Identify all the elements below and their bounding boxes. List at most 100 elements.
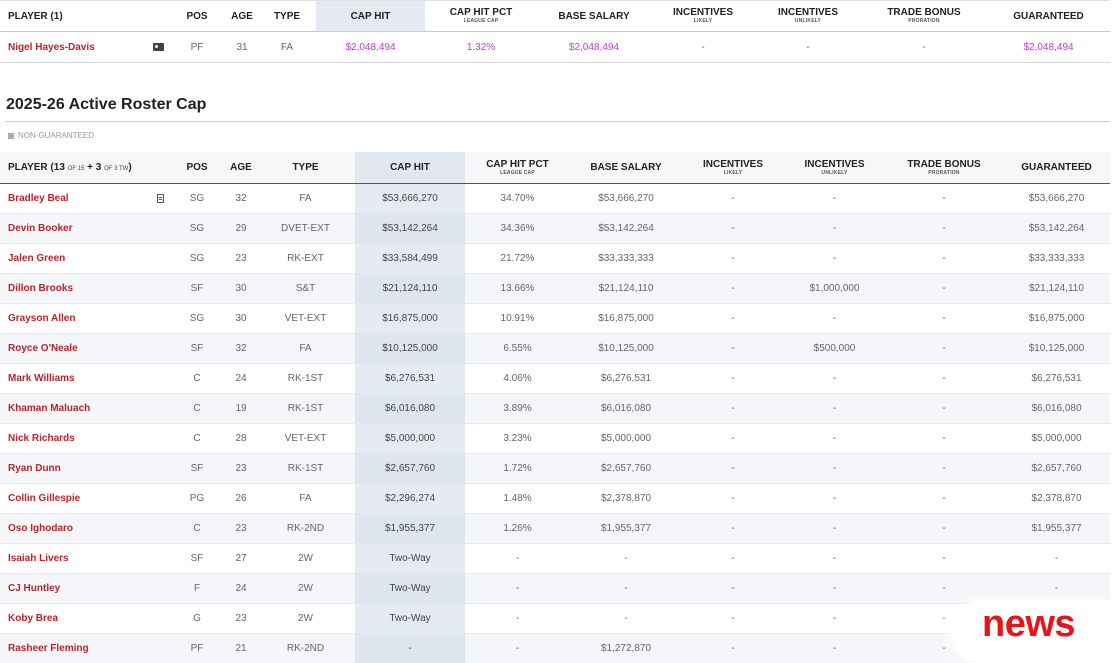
- trade-bonus-cell: -: [885, 393, 1003, 424]
- age-cell: 32: [226, 183, 256, 214]
- incentives-likely-cell: -: [682, 213, 784, 244]
- incentives-unlikely-cell: -: [784, 393, 885, 424]
- cap-hit-cell: -: [355, 633, 465, 663]
- guaranteed-cell: $5,000,000: [1003, 423, 1110, 454]
- header-trade-bonus[interactable]: TRADE BONUS PRORATION: [861, 0, 987, 32]
- player-link[interactable]: Ryan Dunn: [8, 462, 61, 474]
- player-link[interactable]: Koby Brea: [8, 612, 59, 624]
- cap-hit-pct-cell: 6.55%: [465, 333, 570, 364]
- cap-hit-cell: $5,000,000: [355, 423, 465, 454]
- header-base-salary[interactable]: BASE SALARY: [537, 0, 651, 32]
- table-row: Oso Ighodaro C 23 RK-2ND $1,955,377 1.26% $1,9…: [0, 513, 1110, 544]
- header-cap-hit-pct[interactable]: CAP HIT PCT LEAGUE CAP: [465, 152, 570, 184]
- pos-cell: PF: [168, 633, 226, 663]
- header-trade-bonus[interactable]: TRADE BONUS PRORATION: [885, 152, 1003, 184]
- header-type[interactable]: TYPE: [256, 152, 355, 184]
- player-link[interactable]: Oso Ighodaro: [8, 522, 73, 534]
- player-link[interactable]: Nick Richards: [8, 432, 75, 444]
- trade-bonus-cell: -: [885, 183, 1003, 214]
- news-watermark-text: news: [982, 603, 1076, 645]
- header-pos[interactable]: POS: [168, 152, 226, 184]
- header-age[interactable]: AGE: [226, 152, 256, 184]
- type-cell: RK-EXT: [256, 243, 355, 274]
- pos-cell: SF: [168, 453, 226, 484]
- cap-hit-pct-cell: 4.06%: [465, 363, 570, 394]
- age-cell: 30: [226, 303, 256, 334]
- free-agent-header-row: PLAYER (1) POS AGE TYPE CAP HIT CAP HIT …: [0, 0, 1110, 32]
- tag-icon[interactable]: [153, 43, 164, 51]
- type-cell: FA: [258, 31, 316, 63]
- player-link[interactable]: Rasheer Fleming: [8, 642, 89, 654]
- player-link[interactable]: Khaman Maluach: [8, 402, 91, 414]
- age-cell: 27: [226, 543, 256, 574]
- header-guaranteed[interactable]: GUARANTEED: [987, 0, 1110, 32]
- incentives-likely-cell: -: [682, 183, 784, 214]
- player-link[interactable]: Dillon Brooks: [8, 282, 74, 294]
- incentives-unlikely-cell: -: [784, 453, 885, 484]
- type-cell: 2W: [256, 603, 355, 634]
- header-cap-hit[interactable]: CAP HIT: [355, 152, 465, 184]
- base-salary-cell: $5,000,000: [570, 423, 682, 454]
- cap-hit-pct-cell: -: [465, 633, 570, 663]
- header-pos[interactable]: POS: [168, 0, 226, 32]
- age-cell: 23: [226, 453, 256, 484]
- incentives-likely-cell: -: [682, 513, 784, 544]
- player-cell: Jalen Green: [0, 243, 168, 274]
- pos-cell: PF: [168, 31, 226, 63]
- header-cap-hit[interactable]: CAP HIT: [316, 0, 425, 32]
- cap-hit-cell: $33,584,499: [355, 243, 465, 274]
- guaranteed-cell: $33,333,333: [1003, 243, 1110, 274]
- player-link[interactable]: Grayson Allen: [8, 312, 76, 324]
- cap-hit-pct-cell: 21.72%: [465, 243, 570, 274]
- incentives-unlikely-cell: -: [784, 513, 885, 544]
- base-salary-cell: -: [570, 573, 682, 604]
- guaranteed-cell: $6,016,080: [1003, 393, 1110, 424]
- player-link[interactable]: Isaiah Livers: [8, 552, 69, 564]
- player-link[interactable]: Royce O'Neale: [8, 342, 78, 354]
- header-player[interactable]: PLAYER (1): [0, 0, 168, 32]
- player-link[interactable]: Collin Gillespie: [8, 492, 81, 504]
- player-cell: Oso Ighodaro: [0, 513, 168, 544]
- player-link[interactable]: Nigel Hayes-Davis: [8, 41, 95, 53]
- age-cell: 23: [226, 603, 256, 634]
- base-salary-cell: -: [570, 603, 682, 634]
- header-guaranteed[interactable]: GUARANTEED: [1003, 152, 1110, 184]
- age-cell: 29: [226, 213, 256, 244]
- header-player[interactable]: PLAYER (13 OF 15 + 3 OF 3 TW): [0, 152, 168, 184]
- header-base-salary[interactable]: BASE SALARY: [570, 152, 682, 184]
- guaranteed-cell: $10,125,000: [1003, 333, 1110, 364]
- player-cell: Mark Williams: [0, 363, 168, 394]
- type-cell: RK-2ND: [256, 513, 355, 544]
- header-cap-hit-pct[interactable]: CAP HIT PCT LEAGUE CAP: [425, 0, 537, 32]
- player-link[interactable]: Mark Williams: [8, 372, 75, 384]
- cap-hit-pct-cell: 1.32%: [425, 31, 537, 63]
- guaranteed-cell: $2,378,870: [1003, 483, 1110, 514]
- cap-hit-cell: Two-Way: [355, 573, 465, 604]
- type-cell: FA: [256, 483, 355, 514]
- incentives-unlikely-cell: -: [784, 633, 885, 663]
- player-link[interactable]: Jalen Green: [8, 252, 66, 264]
- header-incentives-unlikely[interactable]: INCENTIVES UNLIKELY: [755, 0, 861, 32]
- player-link[interactable]: Bradley Beal: [8, 192, 69, 204]
- player-link[interactable]: Devin Booker: [8, 222, 73, 234]
- age-cell: 31: [226, 31, 258, 63]
- header-incentives-likely[interactable]: INCENTIVES LIKELY: [682, 152, 784, 184]
- document-icon[interactable]: [157, 193, 164, 203]
- type-cell: 2W: [256, 543, 355, 574]
- incentives-unlikely-cell: -: [784, 603, 885, 634]
- trade-bonus-cell: -: [861, 31, 987, 63]
- header-age[interactable]: AGE: [226, 0, 258, 32]
- table-row: Royce O'Neale SF 32 FA $10,125,000 6.55% $10,1…: [0, 333, 1110, 364]
- base-salary-cell: $2,378,870: [570, 483, 682, 514]
- type-cell: 2W: [256, 573, 355, 604]
- guaranteed-cell: $53,666,270: [1003, 183, 1110, 214]
- header-incentives-unlikely[interactable]: INCENTIVES UNLIKELY: [784, 152, 885, 184]
- incentives-likely-cell: -: [651, 31, 755, 63]
- base-salary-cell: $6,276,531: [570, 363, 682, 394]
- header-incentives-likely[interactable]: INCENTIVES LIKELY: [651, 0, 755, 32]
- cap-hit-pct-cell: 3.23%: [465, 423, 570, 454]
- header-type[interactable]: TYPE: [258, 0, 316, 32]
- guaranteed-cell: $6,276,531: [1003, 363, 1110, 394]
- player-link[interactable]: CJ Huntley: [8, 582, 61, 594]
- cap-hit-pct-cell: 13.66%: [465, 273, 570, 304]
